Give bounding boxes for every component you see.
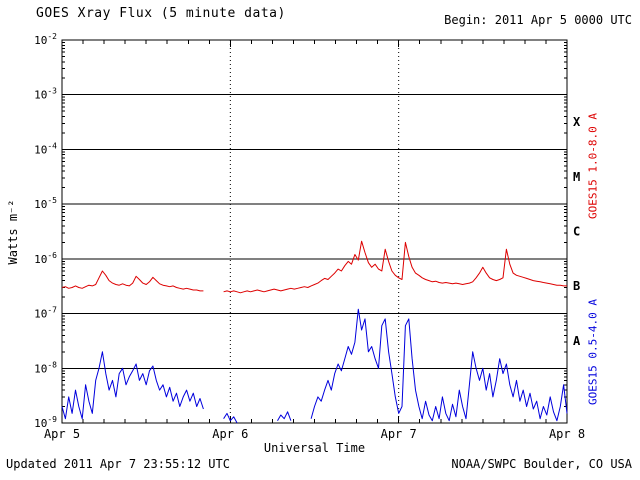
- svg-text:M: M: [573, 170, 580, 184]
- svg-text:Apr 7: Apr 7: [381, 427, 417, 441]
- svg-text:10-2: 10-2: [34, 32, 57, 47]
- svg-text:B: B: [573, 279, 580, 293]
- svg-text:10-5: 10-5: [34, 196, 57, 211]
- updated-timestamp: Updated 2011 Apr 7 23:55:12 UTC: [6, 457, 230, 471]
- svg-text:10-7: 10-7: [34, 306, 57, 321]
- y-axis-label: Watts m⁻²: [6, 199, 20, 265]
- svg-text:10-6: 10-6: [34, 251, 57, 266]
- begin-time-label: Begin: 2011 Apr 5 0000 UTC: [444, 13, 632, 27]
- svg-text:X: X: [573, 115, 581, 129]
- svg-text:10-9: 10-9: [34, 415, 57, 430]
- series-label-short: GOES15 0.5-4.0 A: [586, 299, 600, 405]
- svg-text:10-3: 10-3: [34, 87, 57, 102]
- svg-text:10-4: 10-4: [34, 141, 57, 156]
- svg-text:Apr 5: Apr 5: [44, 427, 80, 441]
- svg-text:Universal Time: Universal Time: [264, 441, 365, 455]
- svg-text:10-8: 10-8: [34, 360, 57, 375]
- svg-text:C: C: [573, 225, 580, 239]
- svg-text:Apr 6: Apr 6: [212, 427, 248, 441]
- chart-title: GOES Xray Flux (5 minute data): [36, 6, 286, 21]
- svg-text:Apr 8: Apr 8: [549, 427, 585, 441]
- credit-label: NOAA/SWPC Boulder, CO USA: [451, 457, 632, 471]
- svg-text:A: A: [573, 334, 581, 348]
- series-label-long: GOES15 1.0-8.0 A: [586, 113, 600, 219]
